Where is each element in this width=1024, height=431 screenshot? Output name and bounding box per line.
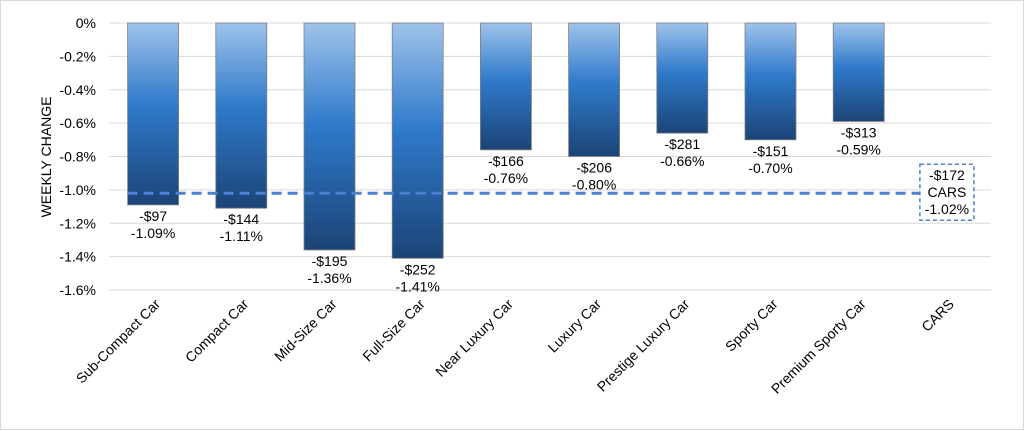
bar-percent-label: -1.11% — [220, 228, 263, 244]
bar-percent-label: -0.59% — [837, 141, 881, 157]
reference-label-line: CARS — [927, 184, 966, 200]
bar — [744, 22, 797, 141]
y-tick-label: -0.6% — [59, 115, 96, 131]
x-tick-label: Luxury Car — [544, 296, 604, 356]
y-tick-label: -1.4% — [59, 249, 96, 265]
x-tick-label: CARS — [918, 296, 957, 335]
bar-dollar-label: -$144 — [223, 211, 259, 227]
y-tick-label: -1.2% — [59, 215, 96, 231]
bar-percent-label: -1.09% — [131, 225, 175, 241]
x-tick-label: Prestige Luxury Car — [594, 296, 693, 395]
bar — [832, 22, 885, 122]
bar — [656, 22, 709, 134]
bar-dollar-label: -$195 — [312, 253, 348, 269]
reference-label-line: -1.02% — [925, 201, 969, 217]
x-tick-label: Near Luxury Car — [432, 296, 516, 380]
y-axis-label: WEEKLY CHANGE — [38, 97, 54, 218]
bars — [127, 22, 885, 259]
bar — [391, 22, 444, 259]
bar — [568, 22, 620, 157]
bar — [127, 22, 179, 206]
bar-percent-label: -1.36% — [307, 270, 351, 286]
reference-label-line: -$172 — [929, 167, 965, 183]
x-tick-label: Mid-Size Car — [271, 296, 340, 365]
y-tick-label: 0% — [76, 15, 96, 31]
bar-percent-label: -1.41% — [396, 278, 440, 294]
bar — [215, 22, 268, 209]
x-tick-label: Compact Car — [182, 296, 252, 366]
data-labels: -$97-1.09% -$144-1.11% -$195-1.36% -$252-1.… — [131, 124, 881, 294]
x-tick-label: Sub-Compact Car — [73, 296, 164, 387]
x-tick-label: Premium Sporty Car — [768, 296, 869, 397]
reference-label-box — [919, 163, 975, 221]
bar-dollar-label: -$313 — [841, 124, 877, 140]
bar-percent-label: -0.66% — [660, 153, 704, 169]
y-tick-label: -0.4% — [59, 82, 96, 98]
y-axis-ticks: 0% -0.2% -0.4% -0.6% -0.8% -1.0% -1.2% -1.4% -1.… — [59, 15, 96, 298]
y-tick-label: -0.8% — [59, 149, 96, 165]
y-tick-label: -0.2% — [59, 48, 96, 64]
bar-dollar-label: -$166 — [488, 153, 524, 169]
bar-percent-label: -0.80% — [572, 177, 616, 193]
y-tick-label: -1.6% — [59, 282, 96, 298]
bar — [479, 22, 532, 151]
bar-percent-label: -0.70% — [748, 160, 792, 176]
x-tick-label: Sporty Car — [722, 296, 781, 355]
bar-dollar-label: -$97 — [139, 208, 167, 224]
bar-dollar-label: -$252 — [400, 261, 436, 277]
bar-percent-label: -0.76% — [484, 170, 528, 186]
bar-dollar-label: -$151 — [753, 143, 789, 159]
y-tick-label: -1.0% — [59, 182, 96, 198]
x-tick-label: Full-Size Car — [359, 296, 428, 365]
bar — [303, 22, 356, 251]
bar-dollar-label: -$281 — [664, 136, 700, 152]
bar-dollar-label: -$206 — [576, 160, 612, 176]
x-axis-ticks: Sub-Compact Car Compact Car Mid-Size Car Fu… — [73, 296, 957, 397]
